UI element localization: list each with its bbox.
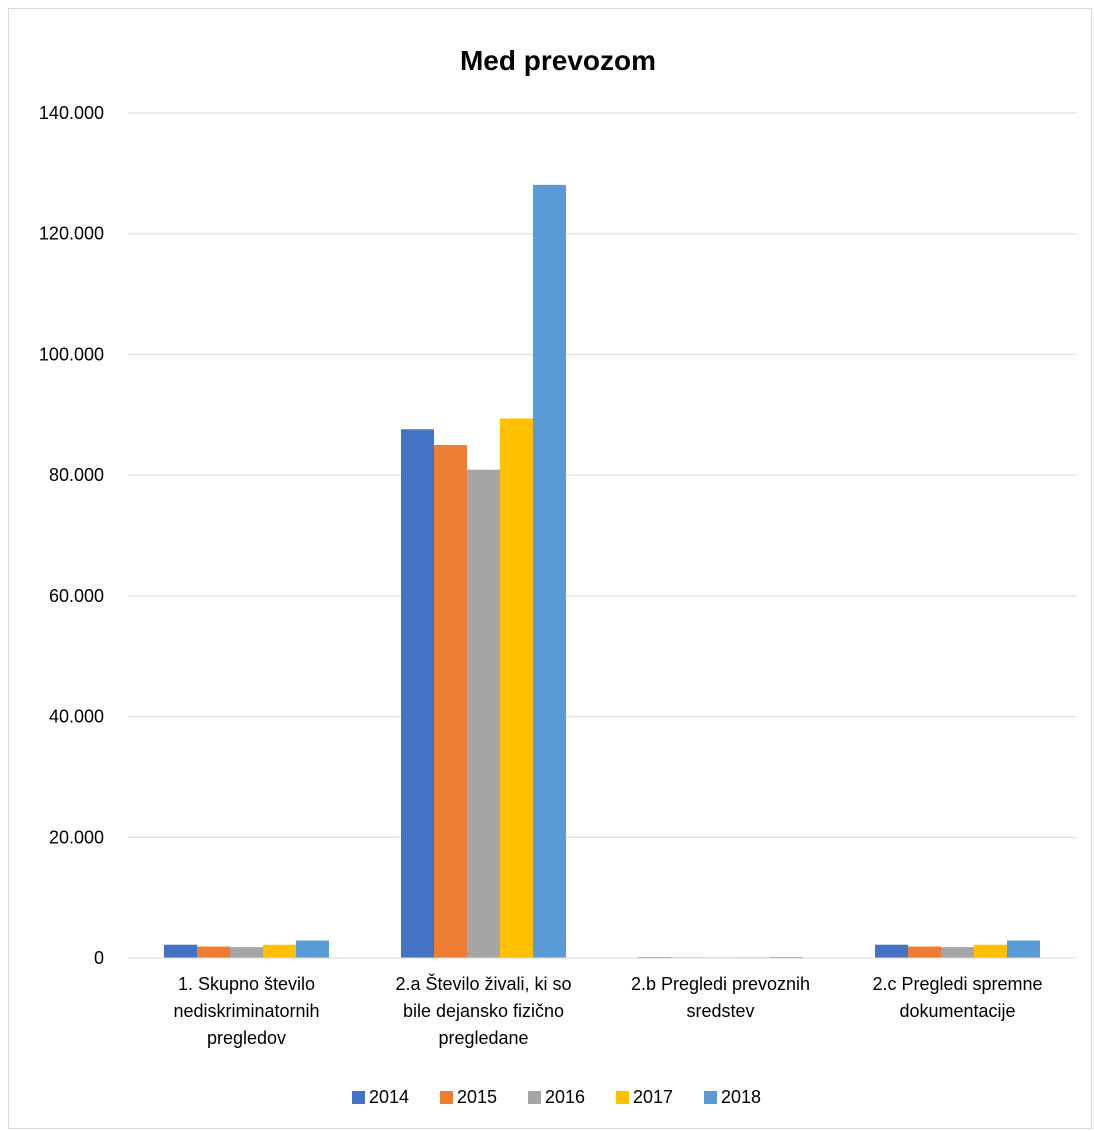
bar-2018-cat2 [533,184,566,958]
legend-label: 2014 [369,1087,409,1107]
y-tick-label: 60.000 [49,586,104,606]
y-axis-tick-labels: 0 20.000 40.000 60.000 80.000 100.000 120.000 1… [39,103,104,968]
y-tick-label: 20.000 [49,827,104,847]
category-label: 2.c Pregledi spremne [872,974,1042,994]
legend-label: 2017 [633,1087,673,1107]
category-label: nediskriminatornih [173,1001,319,1021]
category-label: bile dejansko fizično [403,1001,564,1021]
bar-2015-cat2 [434,444,467,958]
legend-swatch-2017 [616,1091,629,1104]
bar-2014-cat4 [875,944,908,958]
bar-2015-cat1 [197,946,230,958]
bar-2018-cat3 [770,956,803,958]
legend-label: 2018 [721,1087,761,1107]
category-label: pregledane [438,1028,528,1048]
bar-2016-cat2 [467,469,500,958]
bar-2016-cat4 [941,947,974,958]
bar-2018-cat1 [296,940,329,958]
bars [164,184,1040,959]
category-label: sredstev [686,1001,754,1021]
y-tick-label: 100.000 [39,344,104,364]
bar-2017-cat1 [263,944,296,958]
bar-2016-cat1 [230,947,263,958]
bar-2017-cat4 [974,944,1007,958]
legend-swatch-2016 [528,1091,541,1104]
bar-2017-cat2 [500,418,533,959]
legend-swatch-2018 [704,1091,717,1104]
y-tick-label: 0 [94,948,104,968]
bar-2014-cat2 [401,429,434,958]
category-label: 1. Skupno število [178,974,315,994]
gridlines [128,112,1076,838]
y-tick-label: 140.000 [39,103,104,123]
bar-2014-cat1 [164,944,197,958]
category-label: dokumentacije [899,1001,1015,1021]
category-label: 2.a Število živali, ki so [395,973,571,994]
y-tick-label: 80.000 [49,465,104,485]
category-label: pregledov [207,1028,286,1048]
y-tick-label: 40.000 [49,707,104,727]
bar-2018-cat4 [1007,940,1040,958]
bar-2015-cat4 [908,946,941,958]
category-labels: 1. Skupno število nediskriminatornih pregl… [173,973,1042,1048]
legend-swatch-2015 [440,1091,453,1104]
legend: 2014 2015 2016 2017 2018 [352,1087,761,1107]
y-tick-label: 120.000 [39,224,104,244]
legend-swatch-2014 [352,1091,365,1104]
chart-title: Med prevozom [460,45,656,76]
legend-label: 2015 [457,1087,497,1107]
legend-label: 2016 [545,1087,585,1107]
category-label: 2.b Pregledi prevoznih [631,974,810,994]
